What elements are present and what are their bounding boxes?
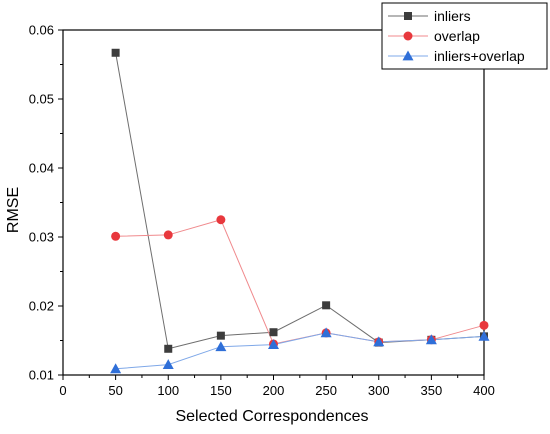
data-point-overlap [216,215,226,225]
x-tick-label: 50 [108,383,122,398]
data-point-overlap [479,320,489,330]
data-point-overlap [111,231,121,241]
legend: inliers overlap inliers+overlap [381,2,548,70]
data-point-inliers-overlap [215,341,227,352]
legend-label: overlap [434,28,480,44]
x-axis-label: Selected Correspondences [175,408,368,425]
data-point-inliers-overlap [478,330,490,341]
x-tick-label: 350 [421,383,443,398]
data-point-inliers [111,48,120,57]
data-point-inliers [322,301,331,310]
legend-label: inliers+overlap [434,48,525,64]
legend-marker [404,12,412,20]
y-tick-label: 0.06 [29,23,54,38]
legend-marker [403,31,413,41]
y-tick-label: 0.02 [29,299,54,314]
data-point-inliers [216,331,225,340]
legend-label: inliers [434,8,471,24]
series-line-inliers [115,52,485,350]
legend-marker [402,50,414,61]
y-tick-label: 0.01 [29,368,54,383]
x-tick-label: 400 [473,383,495,398]
data-point-inliers [269,328,278,337]
x-tick-label: 300 [368,383,390,398]
series-lines [115,52,485,370]
x-tick-label: 150 [210,383,232,398]
data-point-inliers-overlap [268,339,279,350]
series-line-inliers-overlap [115,332,485,370]
data-point-inliers-overlap [320,327,332,338]
x-tick-label: 0 [59,383,66,398]
x-tick-label: 100 [157,383,179,398]
data-point-inliers-overlap [373,336,385,347]
axes: 0 50 100 150 200 250 300 350 400 0.01 0.02 0.03 0.04… [29,23,495,399]
data-point-overlap [163,230,173,240]
x-tick-label: 200 [263,383,285,398]
series-markers [110,48,490,374]
plot-frame [62,29,485,376]
y-tick-label: 0.03 [29,230,54,245]
x-tick-label: 250 [315,383,337,398]
data-point-inliers-overlap [162,359,174,370]
y-tick-label: 0.04 [29,161,54,176]
data-point-inliers-overlap [110,363,122,374]
y-tick-label: 0.05 [29,92,54,107]
data-point-inliers [164,344,173,353]
y-axis-label: RMSE [5,187,22,233]
data-point-inliers-overlap [425,334,437,345]
